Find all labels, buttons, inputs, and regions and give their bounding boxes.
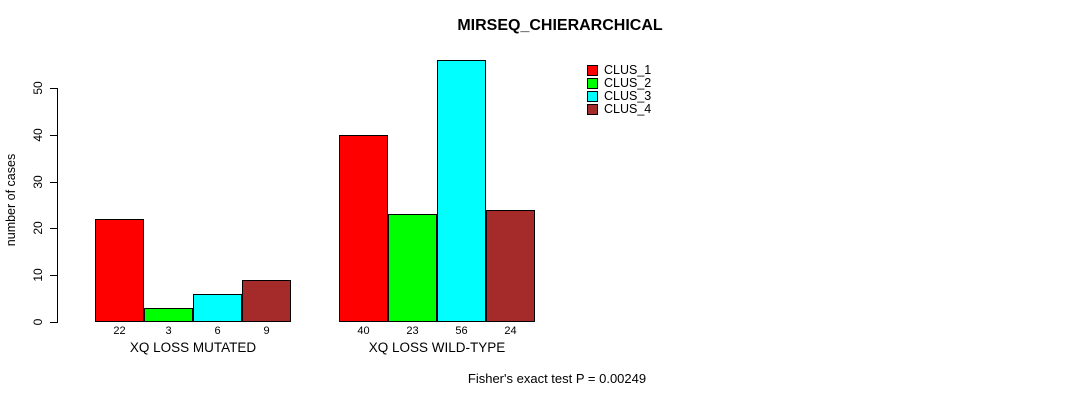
y-tick [50,275,57,277]
y-tick [50,181,57,183]
legend-label: CLUS_2 [604,76,652,90]
chart-title: MIRSEQ_CHIERARCHICAL [457,17,663,34]
bar-value-label: 56 [455,325,468,337]
y-tick [50,322,57,323]
bar-clus_3-group1 [193,294,242,322]
bar-clus_1-group2 [339,135,388,322]
y-tick [50,88,57,89]
bar-clus_2-group2 [388,214,437,322]
legend: CLUS_1 CLUS_2 CLUS_3 CLUS_4 [587,63,652,116]
bar-value-label: 6 [214,325,221,337]
stat-annotation: Fisher's exact test P = 0.00249 [467,371,647,386]
bar-clus_2-group1 [144,308,193,322]
bar-clus_4-group1 [242,280,291,322]
category-label: XQ LOSS MUTATED [129,340,257,355]
category-label: XQ LOSS WILD-TYPE [368,340,506,355]
bar-value-label: 9 [263,325,270,337]
y-tick [50,228,57,230]
bar-value-label: 24 [504,325,517,337]
legend-swatch [587,104,598,115]
bar-clus_3-group2 [437,60,486,322]
legend-item-clus_3: CLUS_3 [587,89,652,103]
y-tick-label: 40 [31,128,45,142]
bar-clus_1-group1 [95,219,144,322]
y-tick-label: 20 [31,221,45,236]
y-axis-label: number of cases [4,153,18,247]
legend-swatch [587,65,598,76]
legend-swatch [587,91,598,102]
y-axis-line [57,88,58,323]
legend-item-clus_4: CLUS_4 [587,102,652,116]
bar-value-label: 3 [165,325,172,337]
legend-label: CLUS_4 [604,102,652,116]
legend-item-clus_1: CLUS_1 [587,63,652,77]
legend-swatch [587,78,598,89]
y-tick-label: 0 [31,318,45,326]
bar-value-label: 23 [406,325,419,337]
bar-value-label: 22 [113,325,126,337]
bar-clus_4-group2 [486,210,535,322]
legend-item-clus_2: CLUS_2 [587,76,652,90]
y-tick-label: 30 [31,174,45,189]
bar-value-label: 40 [357,325,370,337]
y-tick [50,134,57,136]
y-tick-label: 10 [31,268,45,282]
y-tick-label: 50 [31,81,45,95]
legend-label: CLUS_3 [604,89,652,103]
legend-label: CLUS_1 [604,63,652,77]
